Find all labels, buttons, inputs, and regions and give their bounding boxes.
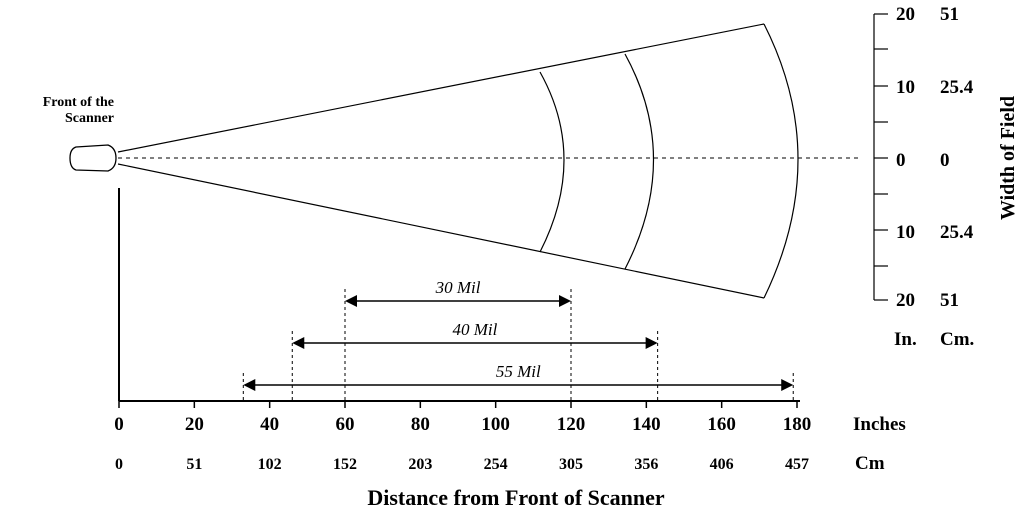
range-arc-30-mil <box>539 71 565 253</box>
cm-tick-label: 406 <box>710 456 734 473</box>
arrow-left-icon <box>243 379 256 391</box>
inches-tick-label: 100 <box>481 414 510 435</box>
field-cm-tick-label: 0 <box>940 150 950 171</box>
arrow-left-icon <box>292 337 305 349</box>
beam-upper-edge <box>117 23 765 153</box>
range-arc-40-mil <box>624 53 655 270</box>
inches-tick-label: 40 <box>260 414 279 435</box>
scanner-label-line2: Scanner <box>65 111 114 126</box>
cm-tick-label: 457 <box>785 456 809 473</box>
field-in-unit: In. <box>894 329 917 350</box>
scanner-label-line1: Front of the <box>43 95 114 110</box>
range-label: 30 Mil <box>435 278 481 297</box>
inches-tick-label: 80 <box>411 414 430 435</box>
arrow-right-icon <box>559 295 571 307</box>
inches-tick-label: 120 <box>557 414 586 435</box>
inches-tick-label: 160 <box>707 414 736 435</box>
cm-unit-label: Cm <box>855 453 885 474</box>
field-axis-title: Width of Field <box>997 96 1019 220</box>
inches-tick-label: 20 <box>185 414 204 435</box>
range-arc-55-mil <box>763 23 799 299</box>
beam-lower-edge <box>117 163 765 299</box>
field-cm-tick-label: 25.4 <box>940 222 974 243</box>
field-in-tick-label: 10 <box>896 77 915 98</box>
cm-tick-label: 102 <box>258 456 282 473</box>
arrow-right-icon <box>645 337 658 349</box>
field-cm-tick-label: 25.4 <box>940 77 974 98</box>
field-cm-tick-label: 51 <box>940 290 959 311</box>
range-55-mil: 55 Mil <box>242 362 794 401</box>
cm-tick-label: 356 <box>634 456 658 473</box>
cm-tick-label: 51 <box>186 456 202 473</box>
cm-tick-label: 152 <box>333 456 357 473</box>
field-axis-ticks <box>874 13 888 301</box>
scanner-icon <box>69 144 117 172</box>
inches-tick-label: 60 <box>336 414 355 435</box>
arrow-left-icon <box>345 295 357 307</box>
range-40-mil: 40 Mil <box>291 320 659 401</box>
field-in-tick-label: 20 <box>896 290 915 311</box>
field-in-tick-label: 10 <box>896 222 915 243</box>
cm-tick-label: 254 <box>484 456 508 473</box>
arrow-right-icon <box>781 379 794 391</box>
field-in-tick-label: 0 <box>896 150 906 171</box>
range-30-mil: 30 Mil <box>344 278 572 401</box>
cm-tick-label: 0 <box>115 456 123 473</box>
inches-tick-label: 0 <box>114 414 124 435</box>
range-label: 40 Mil <box>453 320 498 339</box>
cm-tick-label: 305 <box>559 456 583 473</box>
range-label: 55 Mil <box>496 362 541 381</box>
field-in-tick-label: 20 <box>896 4 915 25</box>
inches-tick-label: 180 <box>783 414 812 435</box>
inches-tick-label: 140 <box>632 414 661 435</box>
field-cm-unit: Cm. <box>940 329 974 350</box>
field-cm-tick-label: 51 <box>940 4 959 25</box>
inches-unit-label: Inches <box>853 414 906 435</box>
distance-axis-title: Distance from Front of Scanner <box>367 485 665 510</box>
cm-tick-label: 203 <box>408 456 432 473</box>
